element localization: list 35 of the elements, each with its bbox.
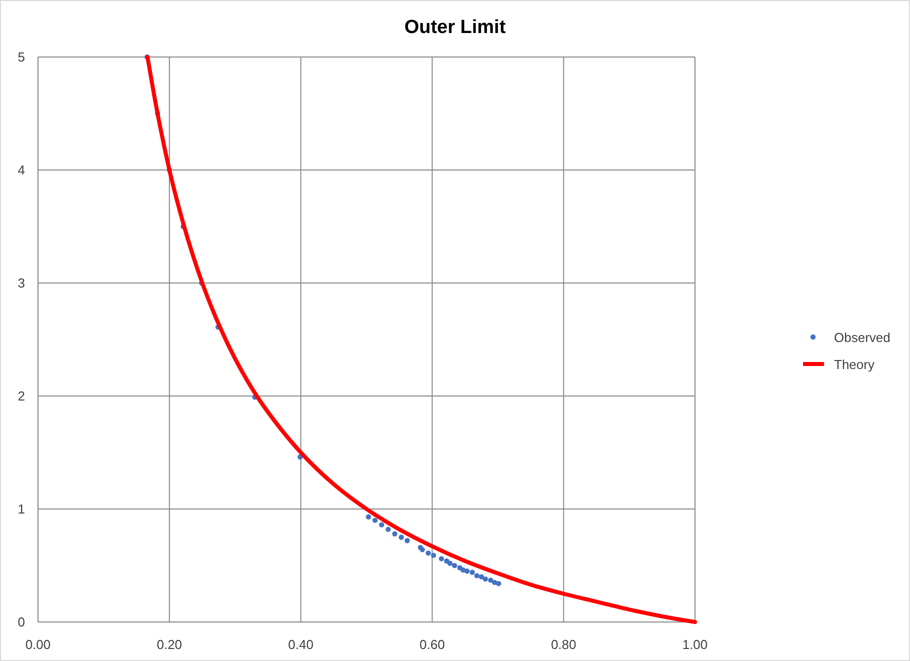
- point: [398, 534, 404, 540]
- chart-title: Outer Limit: [404, 17, 506, 38]
- point: [447, 560, 453, 566]
- point: [482, 576, 488, 582]
- point: [464, 568, 470, 574]
- y-tick-label: 0: [18, 614, 25, 630]
- x-tick-label: 0.00: [25, 637, 51, 652]
- legend-label: Theory: [834, 357, 875, 372]
- y-tick-label: 4: [18, 162, 25, 178]
- point: [474, 573, 480, 578]
- point: [420, 547, 425, 552]
- y-tick-label: 3: [18, 276, 25, 290]
- legend-label: Observed: [834, 330, 890, 345]
- point: [470, 570, 475, 575]
- point: [404, 538, 410, 544]
- x-tick-label: 0.60: [420, 637, 445, 652]
- y-tick-label: 2: [18, 388, 25, 404]
- point: [379, 522, 384, 528]
- y-tick-label: 5: [18, 50, 25, 64]
- point: [386, 526, 391, 532]
- point: [372, 518, 378, 523]
- point: [426, 550, 431, 556]
- y-tick-label: 1: [18, 502, 25, 516]
- x-tick-label: 0.40: [288, 637, 314, 652]
- point: [452, 562, 458, 568]
- point: [392, 531, 398, 536]
- point: [478, 574, 484, 580]
- point: [496, 580, 502, 586]
- point: [366, 514, 372, 520]
- x-tick-label: 1.00: [682, 637, 708, 652]
- point: [438, 556, 444, 562]
- point: [430, 552, 436, 558]
- x-tick-label: 0.80: [550, 637, 576, 652]
- point: [488, 578, 494, 583]
- x-tick-label: 0.20: [156, 637, 182, 652]
